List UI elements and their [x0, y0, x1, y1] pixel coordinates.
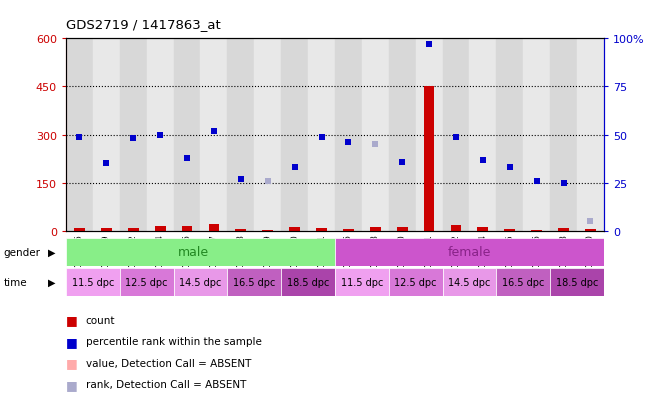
- Bar: [442, 39, 469, 231]
- Text: count: count: [86, 315, 115, 325]
- Bar: [120, 39, 147, 231]
- Bar: [289, 228, 300, 231]
- Bar: [101, 229, 112, 231]
- Bar: [281, 268, 335, 297]
- Bar: [154, 227, 166, 231]
- Bar: [550, 268, 604, 297]
- Bar: [389, 39, 416, 231]
- Text: 12.5 dpc: 12.5 dpc: [395, 278, 437, 287]
- Bar: [577, 39, 604, 231]
- Bar: [227, 268, 281, 297]
- Bar: [451, 225, 461, 231]
- Bar: [209, 225, 219, 231]
- Text: male: male: [178, 246, 209, 259]
- Bar: [66, 268, 120, 297]
- Text: 18.5 dpc: 18.5 dpc: [556, 278, 598, 287]
- Text: ■: ■: [66, 378, 78, 391]
- Bar: [370, 228, 381, 231]
- Bar: [531, 230, 542, 231]
- Text: 16.5 dpc: 16.5 dpc: [502, 278, 544, 287]
- Text: GDS2719 / 1417863_at: GDS2719 / 1417863_at: [66, 18, 220, 31]
- Bar: [335, 39, 362, 231]
- Bar: [496, 39, 523, 231]
- Bar: [281, 39, 308, 231]
- Text: female: female: [447, 246, 491, 259]
- Text: time: time: [3, 278, 27, 287]
- Bar: [262, 230, 273, 231]
- Bar: [66, 39, 93, 231]
- Text: 18.5 dpc: 18.5 dpc: [287, 278, 329, 287]
- Bar: [496, 268, 550, 297]
- Bar: [236, 230, 246, 231]
- Bar: [585, 230, 596, 231]
- Bar: [128, 228, 139, 231]
- Text: gender: gender: [3, 247, 40, 257]
- Bar: [66, 238, 335, 266]
- Bar: [397, 228, 408, 231]
- Text: 14.5 dpc: 14.5 dpc: [448, 278, 490, 287]
- Bar: [477, 228, 488, 231]
- Bar: [147, 39, 174, 231]
- Bar: [182, 227, 193, 231]
- Text: ▶: ▶: [48, 278, 55, 287]
- Bar: [362, 39, 389, 231]
- Bar: [389, 268, 443, 297]
- Bar: [74, 228, 85, 231]
- Bar: [308, 39, 335, 231]
- Text: 11.5 dpc: 11.5 dpc: [72, 278, 114, 287]
- Bar: [120, 268, 174, 297]
- Text: percentile rank within the sample: percentile rank within the sample: [86, 337, 261, 347]
- Bar: [416, 39, 442, 231]
- Text: ▶: ▶: [48, 247, 55, 257]
- Text: ■: ■: [66, 313, 78, 327]
- Text: 11.5 dpc: 11.5 dpc: [341, 278, 383, 287]
- Bar: [558, 229, 569, 231]
- Bar: [174, 268, 227, 297]
- Bar: [174, 39, 201, 231]
- Text: value, Detection Call = ABSENT: value, Detection Call = ABSENT: [86, 358, 251, 368]
- Text: rank, Detection Call = ABSENT: rank, Detection Call = ABSENT: [86, 380, 246, 389]
- Text: ■: ■: [66, 335, 78, 348]
- Bar: [424, 87, 434, 231]
- Bar: [343, 230, 354, 231]
- Text: 16.5 dpc: 16.5 dpc: [233, 278, 275, 287]
- Bar: [550, 39, 577, 231]
- Bar: [227, 39, 254, 231]
- Bar: [335, 238, 604, 266]
- Bar: [469, 39, 496, 231]
- Bar: [254, 39, 281, 231]
- Bar: [335, 268, 389, 297]
- Text: 12.5 dpc: 12.5 dpc: [125, 278, 168, 287]
- Text: ■: ■: [66, 356, 78, 370]
- Bar: [201, 39, 227, 231]
- Bar: [504, 230, 515, 231]
- Text: 14.5 dpc: 14.5 dpc: [180, 278, 222, 287]
- Bar: [523, 39, 550, 231]
- Bar: [442, 268, 496, 297]
- Bar: [93, 39, 120, 231]
- Bar: [316, 229, 327, 231]
